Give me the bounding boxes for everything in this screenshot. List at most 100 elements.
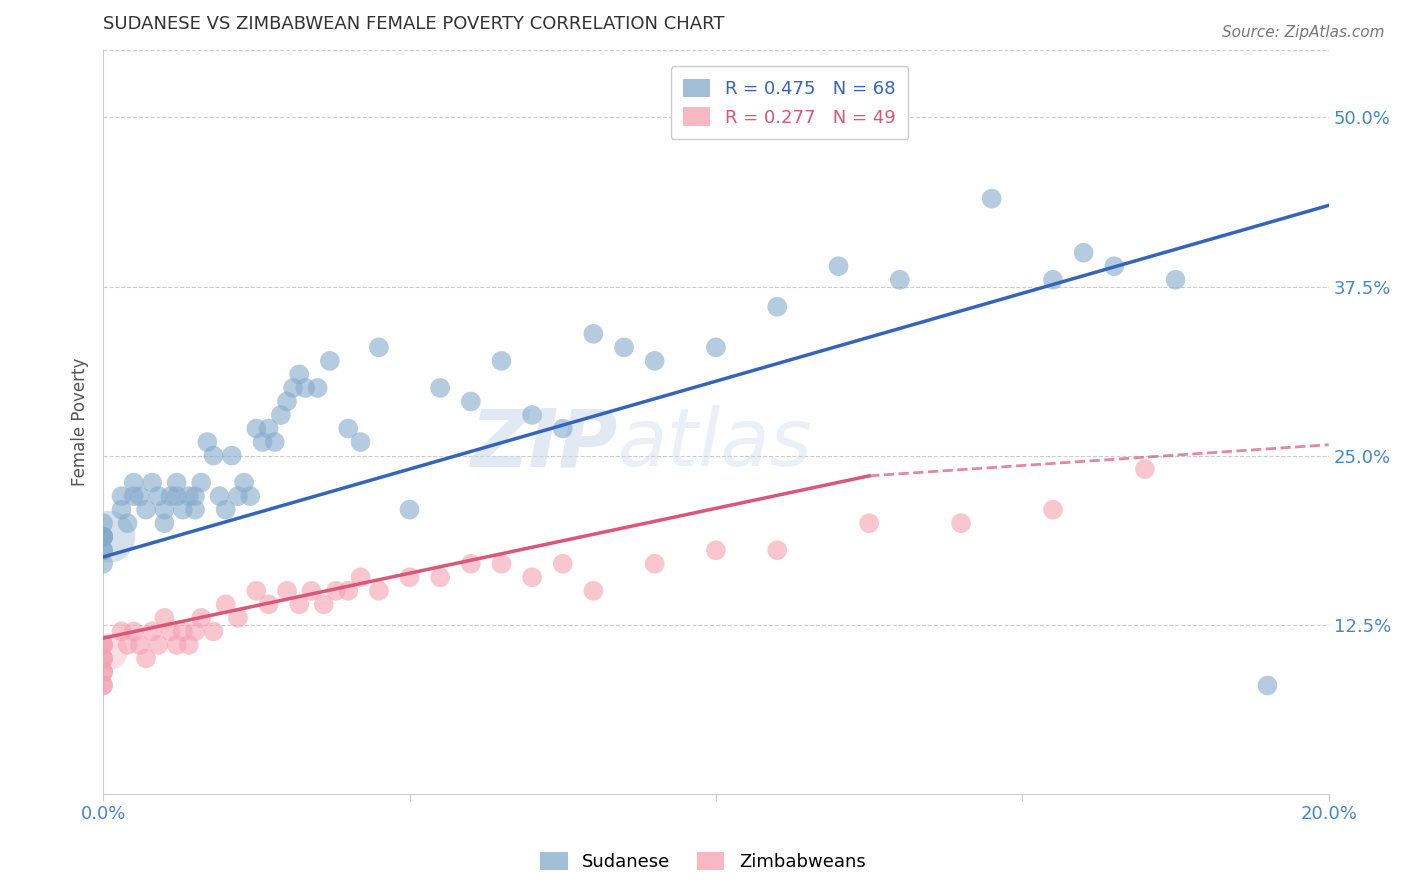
Point xyxy=(1104,259,1126,273)
Point xyxy=(367,583,389,598)
Point xyxy=(117,516,139,531)
Point xyxy=(215,598,238,612)
Point xyxy=(460,394,482,409)
Point xyxy=(91,530,114,544)
Point xyxy=(91,678,114,692)
Point xyxy=(613,340,636,354)
Point xyxy=(429,570,451,584)
Point xyxy=(294,381,316,395)
Point xyxy=(141,624,163,639)
Point xyxy=(312,598,335,612)
Point xyxy=(215,502,238,516)
Point xyxy=(325,583,347,598)
Point xyxy=(337,421,360,435)
Point xyxy=(582,583,605,598)
Point xyxy=(858,516,880,531)
Point xyxy=(551,421,574,435)
Point xyxy=(980,192,1002,206)
Point xyxy=(135,502,157,516)
Point xyxy=(337,583,360,598)
Point xyxy=(491,354,513,368)
Point xyxy=(460,557,482,571)
Point xyxy=(91,530,114,544)
Point xyxy=(190,475,212,490)
Point xyxy=(159,624,181,639)
Point xyxy=(177,638,200,652)
Point xyxy=(398,570,420,584)
Point xyxy=(91,651,114,665)
Point xyxy=(827,259,849,273)
Point xyxy=(766,300,789,314)
Point xyxy=(429,381,451,395)
Point xyxy=(245,421,267,435)
Point xyxy=(398,502,420,516)
Point xyxy=(1133,462,1156,476)
Legend: Sudanese, Zimbabweans: Sudanese, Zimbabweans xyxy=(533,845,873,879)
Point xyxy=(166,489,188,503)
Point xyxy=(172,624,194,639)
Point xyxy=(704,543,727,558)
Point xyxy=(166,475,188,490)
Text: atlas: atlas xyxy=(617,405,813,483)
Point xyxy=(184,502,207,516)
Point xyxy=(122,475,145,490)
Point xyxy=(98,530,121,544)
Point xyxy=(91,557,114,571)
Point xyxy=(91,638,114,652)
Point xyxy=(110,502,132,516)
Point xyxy=(122,624,145,639)
Point xyxy=(520,408,543,422)
Point xyxy=(148,638,170,652)
Point xyxy=(184,489,207,503)
Point xyxy=(91,530,114,544)
Point xyxy=(1042,273,1064,287)
Text: ZIP: ZIP xyxy=(471,405,617,483)
Point xyxy=(950,516,973,531)
Point xyxy=(91,543,114,558)
Point xyxy=(177,489,200,503)
Point xyxy=(276,394,298,409)
Point xyxy=(98,645,121,659)
Point xyxy=(110,489,132,503)
Point xyxy=(153,516,176,531)
Legend: R = 0.475   N = 68, R = 0.277   N = 49: R = 0.475 N = 68, R = 0.277 N = 49 xyxy=(671,66,908,139)
Point xyxy=(704,340,727,354)
Point xyxy=(172,502,194,516)
Point xyxy=(129,638,152,652)
Point xyxy=(226,489,249,503)
Point xyxy=(91,651,114,665)
Point xyxy=(153,502,176,516)
Point xyxy=(349,435,371,450)
Point xyxy=(208,489,231,503)
Point xyxy=(159,489,181,503)
Point xyxy=(367,340,389,354)
Point xyxy=(226,611,249,625)
Point xyxy=(91,665,114,679)
Point xyxy=(520,570,543,584)
Point xyxy=(245,583,267,598)
Point xyxy=(195,435,218,450)
Text: Source: ZipAtlas.com: Source: ZipAtlas.com xyxy=(1222,25,1385,40)
Point xyxy=(1256,678,1278,692)
Point xyxy=(117,638,139,652)
Point xyxy=(281,381,304,395)
Point xyxy=(301,583,323,598)
Point xyxy=(184,624,207,639)
Point xyxy=(551,557,574,571)
Point xyxy=(153,611,176,625)
Text: SUDANESE VS ZIMBABWEAN FEMALE POVERTY CORRELATION CHART: SUDANESE VS ZIMBABWEAN FEMALE POVERTY CO… xyxy=(103,15,724,33)
Point xyxy=(91,543,114,558)
Point xyxy=(233,475,256,490)
Point xyxy=(288,598,311,612)
Point xyxy=(766,543,789,558)
Point xyxy=(202,449,225,463)
Point xyxy=(1042,502,1064,516)
Point xyxy=(221,449,243,463)
Point xyxy=(257,421,280,435)
Point xyxy=(91,516,114,531)
Point xyxy=(148,489,170,503)
Point xyxy=(307,381,329,395)
Point xyxy=(122,489,145,503)
Point xyxy=(263,435,285,450)
Point xyxy=(1164,273,1187,287)
